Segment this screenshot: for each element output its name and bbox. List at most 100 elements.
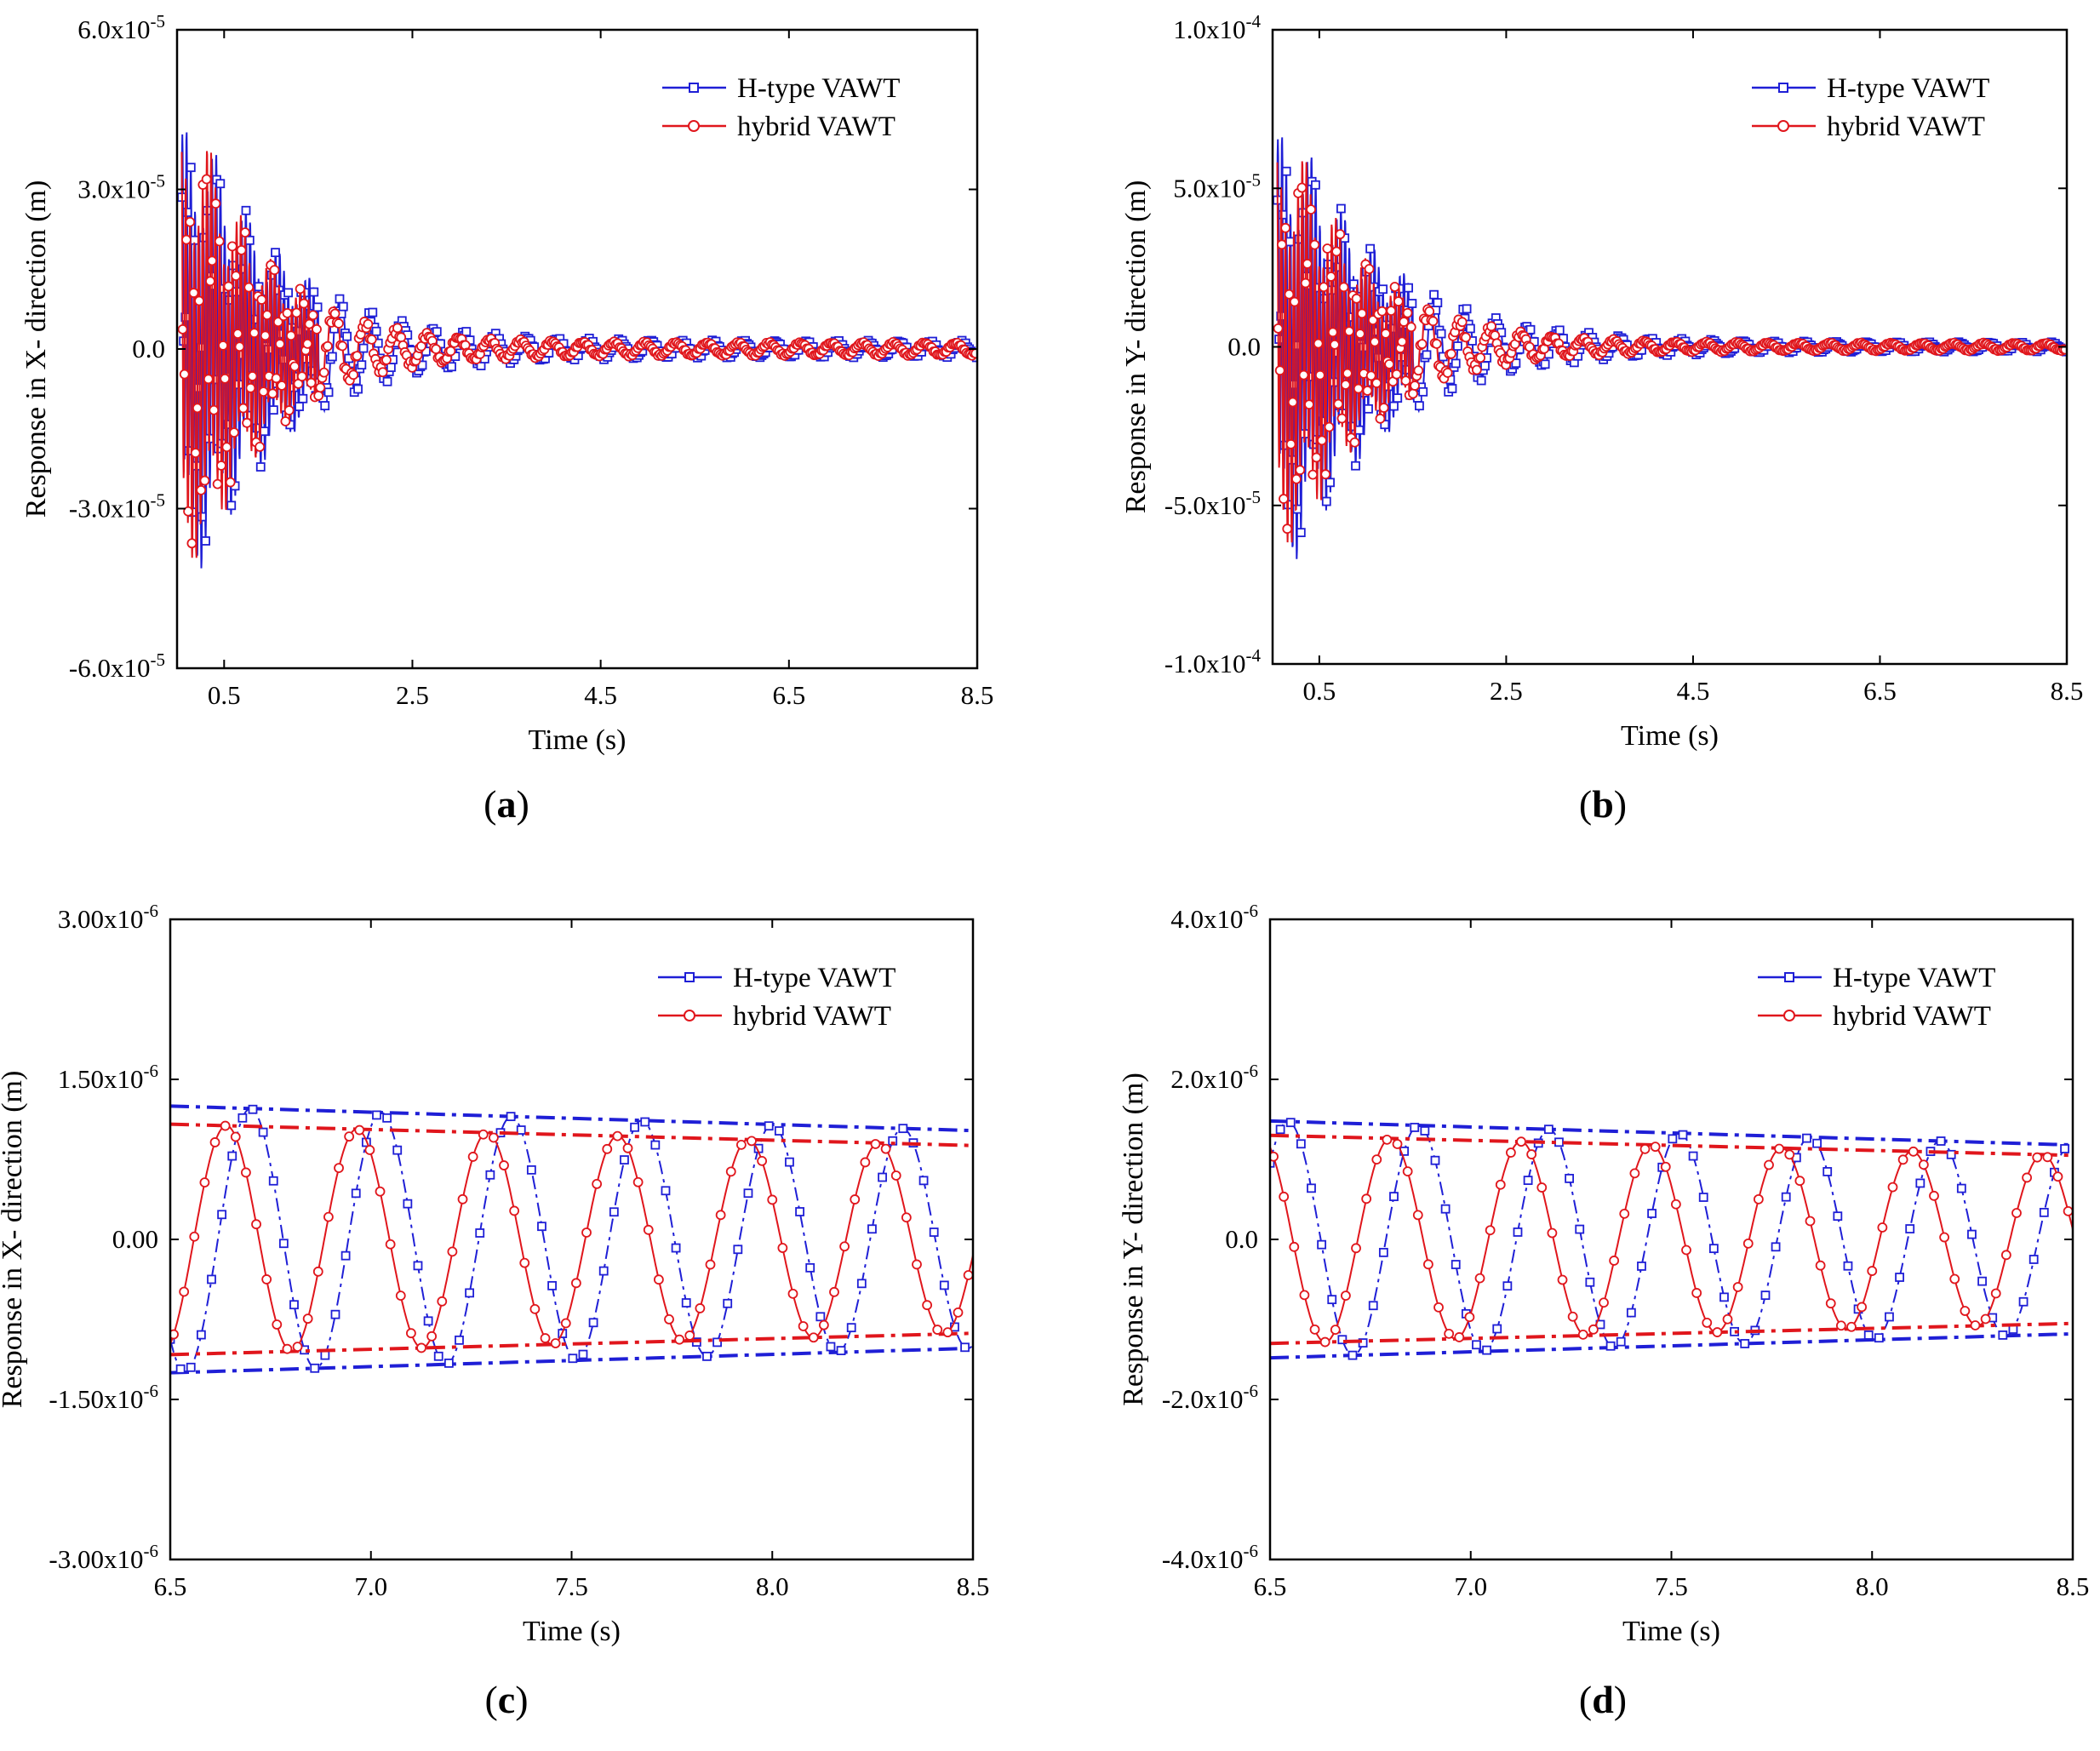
data-point (2063, 1205, 2073, 1216)
data-point (1331, 246, 1342, 257)
data-point (268, 1176, 278, 1186)
data-point (1857, 1302, 1868, 1313)
data-point (1309, 239, 1320, 250)
data-point (413, 1261, 423, 1271)
data-point (177, 323, 188, 335)
y-tick-mantissa: 1.50x10 (58, 1064, 144, 1094)
data-point (1462, 304, 1472, 314)
data-point (1365, 370, 1376, 381)
data-point (196, 484, 207, 495)
x-tick-label: 8.5 (957, 1571, 990, 1601)
y-tick-mantissa: 0.0 (1227, 332, 1261, 362)
data-point (2032, 1152, 2043, 1163)
data-point (1351, 461, 1360, 471)
data-point (1719, 1292, 1729, 1302)
data-point (217, 1210, 227, 1220)
data-point (578, 1349, 588, 1359)
x-tick-label: 7.5 (1655, 1571, 1688, 1601)
legend-label: H-type VAWT (733, 963, 896, 993)
data-point (272, 317, 283, 328)
data-point (186, 163, 196, 173)
data-point (550, 1338, 561, 1348)
data-point (1639, 1143, 1651, 1154)
data-point (433, 1351, 443, 1361)
series-hybrid (1273, 161, 2067, 543)
data-point (1863, 1330, 1874, 1340)
data-point (1367, 315, 1378, 326)
data-point (1270, 1158, 1275, 1168)
x-tick-label: 7.0 (354, 1571, 387, 1601)
data-point (1511, 358, 1521, 369)
data-point (1877, 1222, 1888, 1233)
data-point (371, 326, 381, 336)
data-point (1732, 1282, 1743, 1292)
legend-label: hybrid VAWT (1827, 112, 1985, 142)
series-line (170, 1107, 973, 1374)
data-point (1420, 1126, 1430, 1136)
data-point (357, 360, 367, 370)
data-point (170, 1329, 179, 1340)
data-point (622, 1142, 633, 1153)
data-point (1970, 1320, 1981, 1330)
data-point (1637, 1262, 1646, 1271)
data-point (650, 1140, 661, 1150)
data-point (416, 1342, 426, 1353)
legend-label: hybrid VAWT (1833, 1001, 1991, 1032)
data-point (237, 403, 249, 414)
data-point (1400, 375, 1411, 386)
data-point (1284, 289, 1295, 300)
data-point (1567, 1311, 1578, 1322)
y-tick-label: 4.0x10-6 (1170, 901, 1258, 934)
data-point (186, 1362, 196, 1372)
y-tick-mantissa: -2.0x10 (1162, 1384, 1244, 1414)
data-point (234, 341, 245, 352)
data-point (1929, 1190, 1939, 1201)
data-point (1525, 324, 1536, 335)
data-point (241, 1167, 251, 1178)
data-point (1540, 359, 1550, 369)
data-point (1364, 264, 1375, 274)
data-point (1753, 1193, 1764, 1205)
data-point (1399, 317, 1410, 327)
data-point (1300, 278, 1311, 289)
data-point (1688, 1151, 1698, 1161)
data-point (1327, 1295, 1337, 1305)
x-tick-label: 8.5 (2057, 1571, 2090, 1601)
data-point (1423, 1259, 1433, 1270)
series-hybrid (170, 1120, 973, 1357)
data-point (1319, 282, 1329, 293)
data-point (547, 1280, 557, 1290)
data-point (1393, 296, 1404, 306)
envelope-upper (170, 1122, 973, 1147)
data-point (1977, 1276, 1987, 1286)
data-point (283, 288, 294, 298)
data-point (1554, 325, 1565, 335)
data-point (385, 1239, 396, 1250)
data-point (1354, 425, 1365, 435)
data-point (261, 1274, 272, 1285)
y-tick-mantissa: -5.0x10 (1164, 490, 1246, 520)
data-point (1274, 365, 1285, 376)
data-point (1378, 1247, 1388, 1257)
data-point (226, 501, 237, 511)
x-tick-label: 6.5 (1254, 1571, 1287, 1601)
data-point (1418, 386, 1428, 397)
y-tick-label: 0.0 (1225, 1224, 1258, 1254)
data-point (327, 352, 337, 362)
data-point (1340, 380, 1351, 390)
data-point (818, 1319, 829, 1330)
data-point (1391, 369, 1402, 380)
data-point (733, 1245, 743, 1255)
data-point (1307, 1183, 1316, 1193)
data-point (318, 367, 329, 378)
y-axis-label: Response in Y- direction (m) (1118, 1073, 1149, 1406)
legend-label: H-type VAWT (1833, 963, 1995, 993)
data-point (382, 376, 392, 386)
y-axis-label: Response in X- direction (m) (20, 180, 52, 518)
data-point (386, 363, 396, 373)
x-axis-label: Time (s) (1622, 1616, 1720, 1647)
data-point (282, 307, 293, 318)
data-point (1412, 1210, 1423, 1221)
data-point (516, 1125, 526, 1135)
data-point (1402, 307, 1413, 318)
